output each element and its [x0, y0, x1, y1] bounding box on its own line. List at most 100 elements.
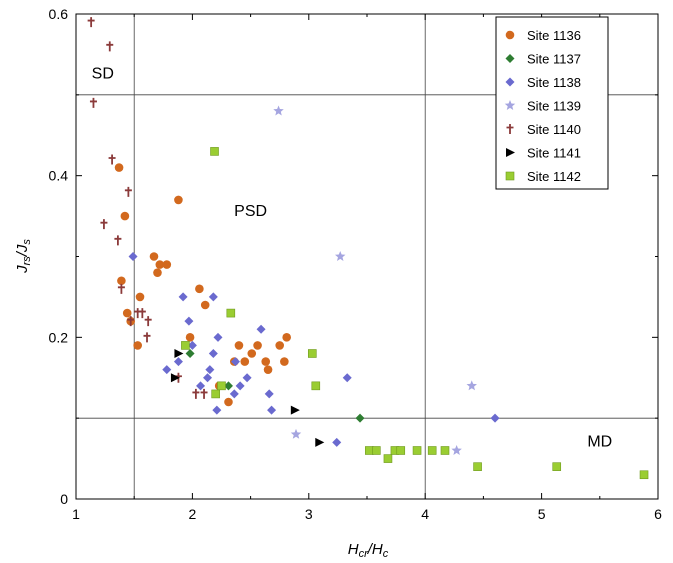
- data-point: [224, 397, 233, 407]
- data-point: [247, 349, 257, 358]
- legend-label-site-1141: Site 1141: [527, 146, 581, 161]
- data-point: [229, 389, 239, 399]
- data-point: [311, 381, 321, 391]
- data-point: [117, 283, 125, 294]
- data-point: [332, 437, 342, 447]
- data-point: [181, 341, 190, 350]
- data-point: [451, 445, 462, 455]
- y-tick-label: 0.2: [49, 329, 69, 345]
- data-point: [290, 428, 302, 439]
- data-point: [267, 405, 277, 415]
- data-point: [134, 308, 142, 319]
- data-point: [174, 195, 183, 205]
- data-point: [185, 349, 195, 358]
- data-point: [162, 365, 172, 375]
- series-site-1140: [87, 17, 208, 399]
- data-point: [396, 446, 406, 455]
- data-point: [211, 389, 220, 399]
- legend-marker-site-1138: [505, 77, 515, 87]
- data-point: [253, 341, 262, 350]
- data-point: [208, 292, 218, 302]
- data-point: [466, 380, 477, 391]
- data-point: [149, 252, 159, 261]
- data-point: [280, 357, 289, 366]
- series-site-1142: [181, 147, 649, 480]
- y-tick-label: 0.4: [49, 168, 69, 184]
- x-axis-label: Hcr/Hc: [348, 541, 389, 560]
- data-point: [342, 373, 352, 383]
- data-point: [138, 308, 146, 319]
- legend-label-site-1136: Site 1136: [527, 28, 581, 43]
- data-point: [261, 357, 271, 366]
- legend-label-site-1137: Site 1137: [527, 52, 581, 67]
- data-point: [223, 381, 233, 391]
- data-point: [383, 454, 393, 463]
- data-point: [106, 41, 114, 52]
- data-point: [213, 332, 223, 342]
- data-point: [335, 251, 346, 261]
- x-tick-label: 5: [538, 506, 546, 522]
- y-axis-label: Jrs/Js: [14, 239, 33, 274]
- legend-marker-site-1137: [505, 54, 515, 63]
- data-point: [205, 365, 215, 375]
- data-point: [195, 284, 204, 294]
- data-point: [282, 333, 291, 342]
- legend-label-site-1138: Site 1138: [527, 75, 581, 90]
- data-point: [122, 308, 132, 318]
- data-point: [162, 260, 172, 269]
- data-point: [355, 413, 365, 423]
- data-point: [552, 462, 562, 471]
- data-point: [440, 446, 450, 455]
- data-point: [153, 268, 162, 277]
- data-point: [242, 373, 252, 383]
- data-point: [290, 405, 300, 415]
- data-point: [144, 316, 152, 327]
- data-point: [170, 373, 180, 383]
- data-point: [263, 365, 273, 374]
- axis-ticks: 1 2 3 4 5 6 0 0.2 0.4 0.6: [49, 6, 663, 522]
- data-point: [235, 381, 245, 391]
- data-point: [200, 388, 208, 399]
- data-point: [89, 97, 97, 108]
- legend-label-site-1140: Site 1140: [527, 122, 581, 137]
- legend-label-site-1142: Site 1142: [527, 169, 581, 184]
- data-point: [275, 341, 285, 350]
- data-point: [133, 341, 142, 350]
- x-tick-label: 4: [421, 506, 429, 522]
- data-point: [256, 324, 266, 334]
- series-site-1137: [185, 349, 365, 423]
- data-point: [174, 349, 184, 358]
- data-point: [234, 341, 244, 350]
- data-point: [185, 333, 195, 342]
- legend-box: [495, 16, 609, 190]
- data-point: [372, 446, 381, 455]
- data-point: [114, 235, 122, 246]
- series-site-1136: [114, 163, 291, 407]
- data-point: [135, 292, 145, 302]
- data-point: [203, 373, 213, 383]
- data-point: [412, 446, 422, 455]
- legend-marker-site-1140: [506, 124, 514, 134]
- data-point: [212, 405, 222, 415]
- data-point: [490, 413, 500, 423]
- data-point: [108, 154, 116, 165]
- data-point: [208, 349, 218, 358]
- data-point: [427, 446, 437, 455]
- region-label-md: MD: [587, 433, 612, 450]
- data-point: [173, 357, 183, 367]
- x-tick-label: 6: [654, 506, 662, 522]
- data-point: [473, 462, 482, 471]
- legend-marker-site-1139: [504, 100, 516, 110]
- data-point: [120, 211, 130, 221]
- data-point: [639, 470, 649, 480]
- data-point: [87, 17, 95, 28]
- data-point: [217, 381, 226, 391]
- region-labels: SD PSD MD: [92, 66, 613, 451]
- data-point: [124, 186, 132, 197]
- data-point: [100, 219, 108, 230]
- data-point: [200, 300, 210, 310]
- legend-marker-site-1141: [506, 148, 515, 157]
- legend-label-site-1139: Site 1139: [527, 99, 581, 114]
- region-label-sd: SD: [92, 66, 114, 83]
